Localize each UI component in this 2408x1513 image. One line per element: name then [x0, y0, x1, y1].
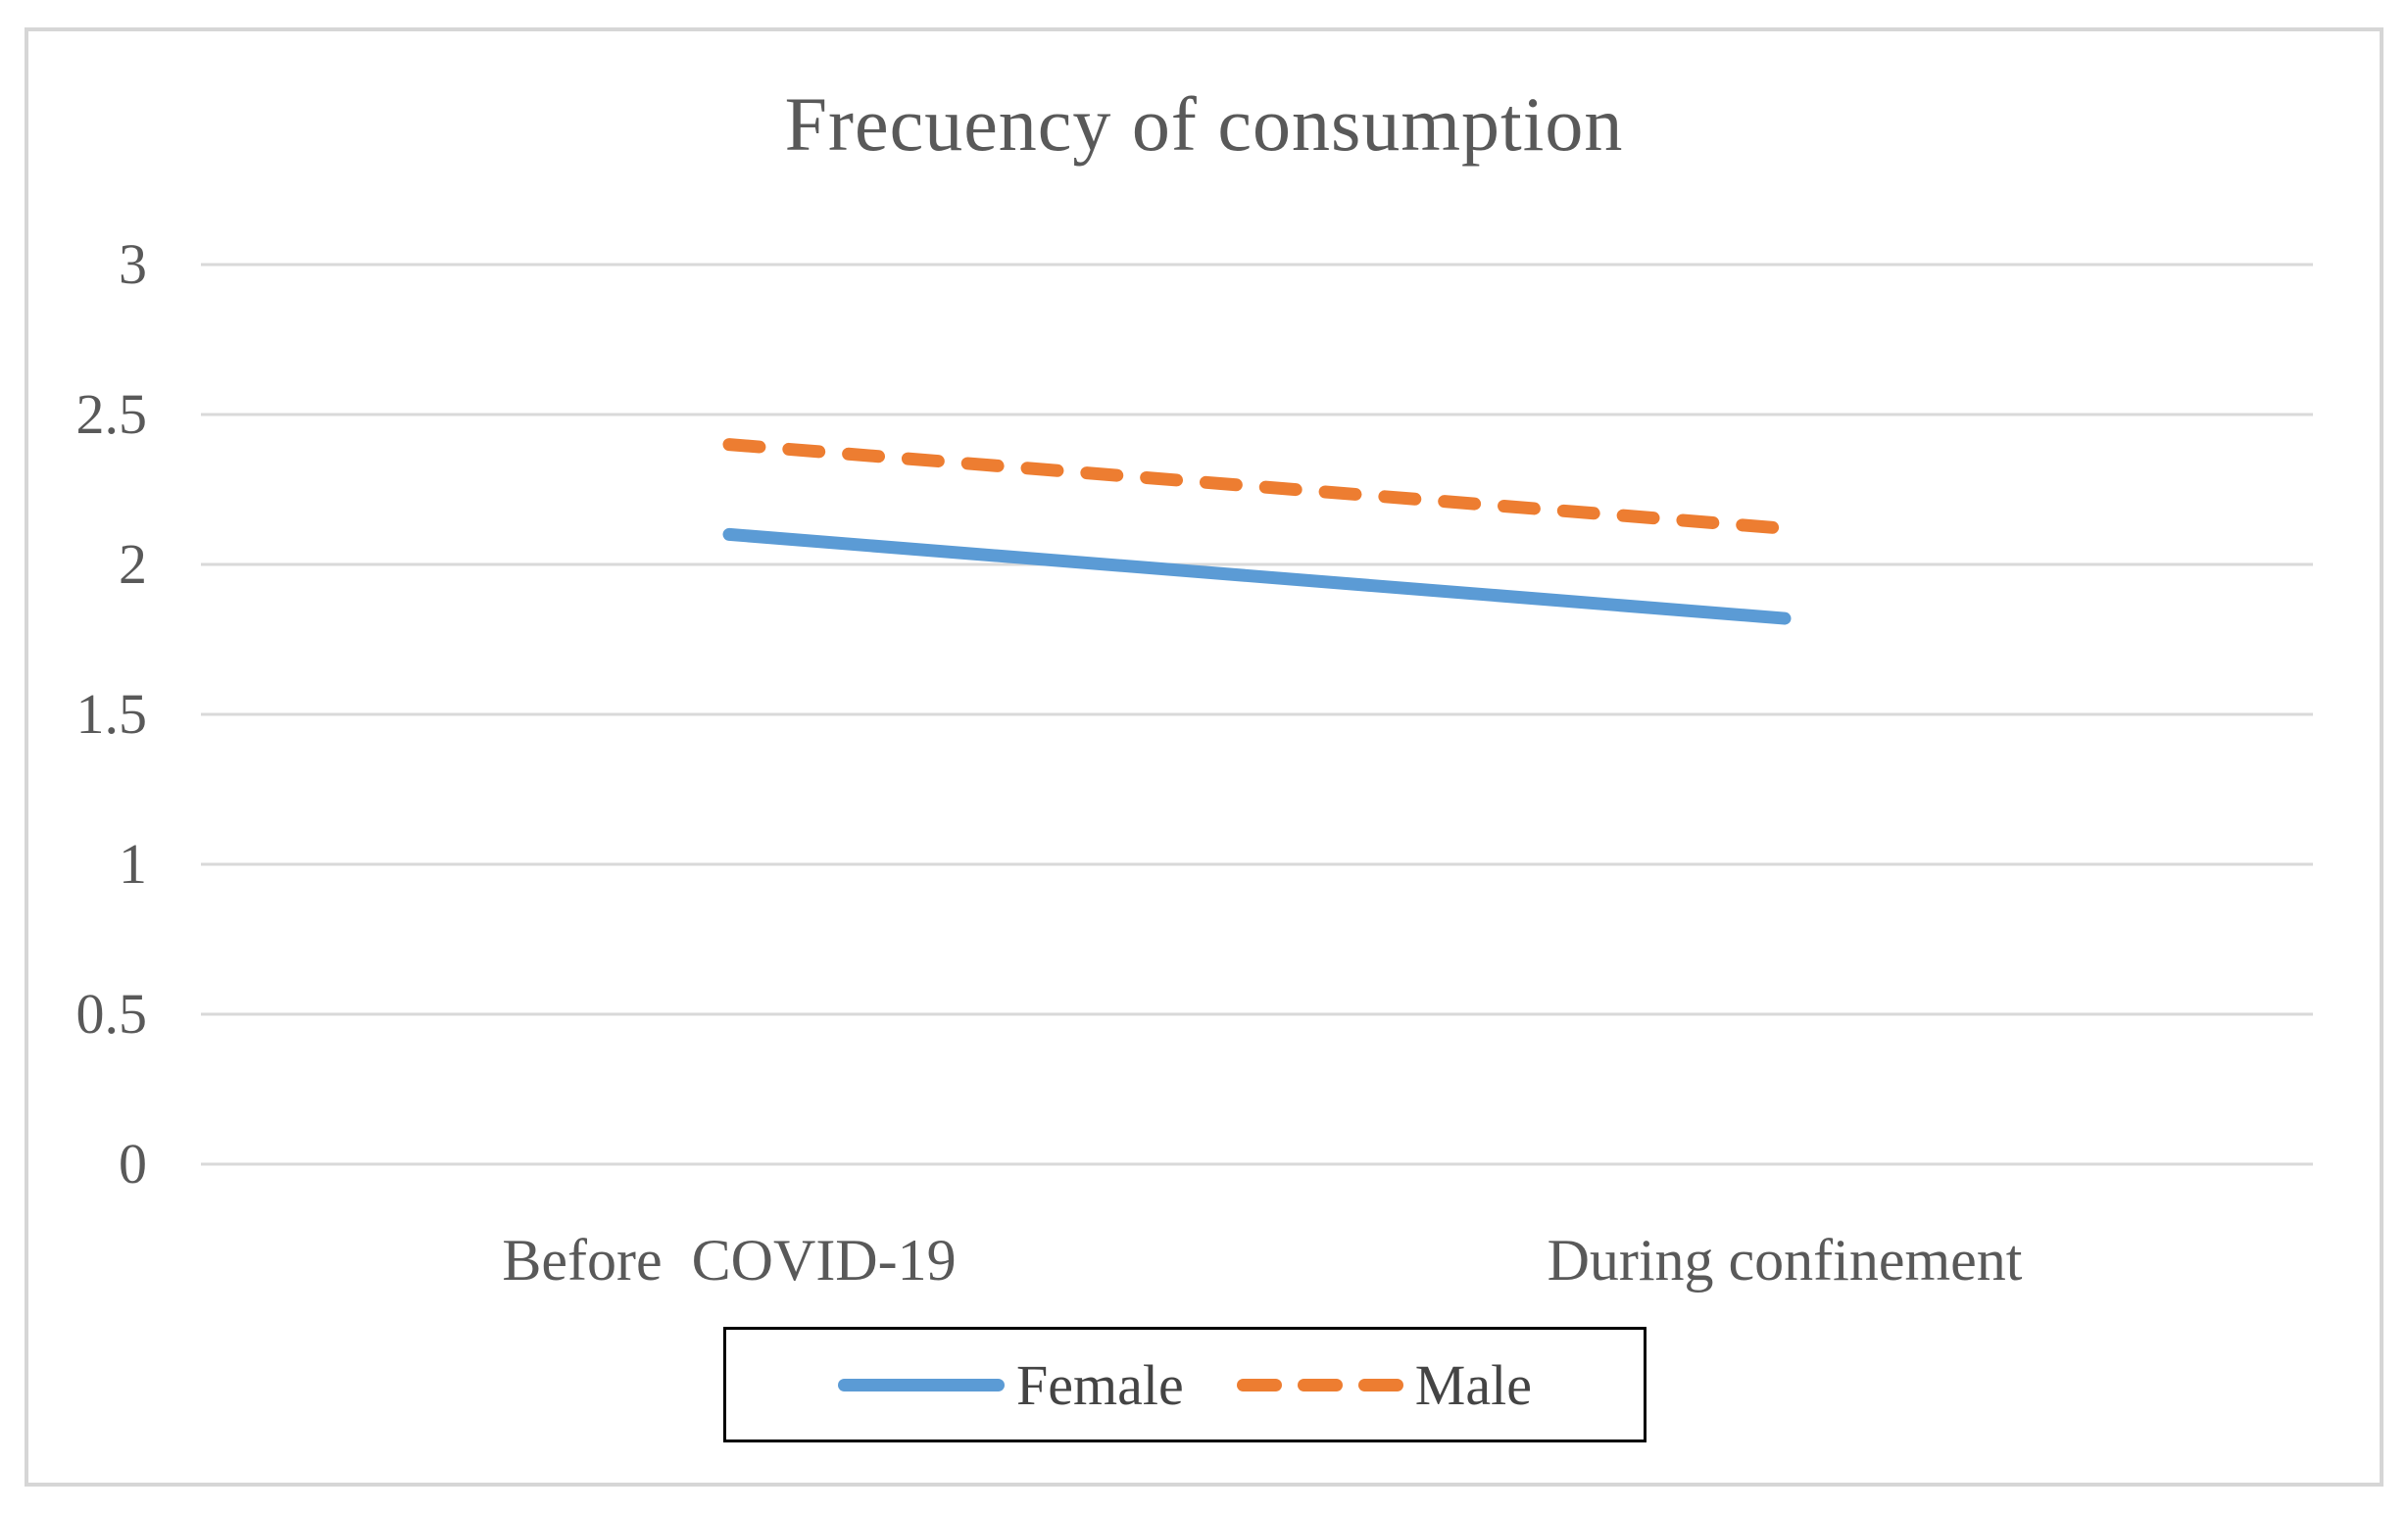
legend-male-dash: [1297, 1378, 1343, 1391]
y-tick-label: 1: [119, 832, 147, 896]
legend: Female Male: [723, 1327, 1646, 1442]
legend-female-line-swatch: [838, 1378, 1006, 1391]
series-line-male: [722, 438, 1792, 535]
y-tick-label: 2: [119, 532, 147, 596]
legend-male-dash-swatch: [1236, 1378, 1403, 1391]
chart-frame: [25, 27, 2383, 1487]
y-tick-label: 0: [119, 1132, 147, 1196]
y-tick-label: 2.5: [75, 382, 148, 446]
x-category-label-before: Before COVID-19: [502, 1228, 957, 1293]
legend-male-dash: [1236, 1378, 1282, 1391]
y-tick-label: 1.5: [75, 682, 148, 746]
x-category-label-during: During confinement: [1547, 1228, 2023, 1293]
y-tick-label: 3: [119, 232, 147, 296]
legend-male-label: Male: [1414, 1352, 1532, 1417]
series-line-female: [722, 527, 1792, 625]
legend-item-male: Male: [1236, 1352, 1532, 1418]
chart-title: Frecuency of consumption: [784, 81, 1624, 167]
y-tick-label: 0.5: [75, 982, 148, 1046]
legend-female-label: Female: [1016, 1352, 1184, 1417]
legend-item-female: Female: [838, 1352, 1184, 1418]
legend-male-dash: [1357, 1378, 1403, 1391]
